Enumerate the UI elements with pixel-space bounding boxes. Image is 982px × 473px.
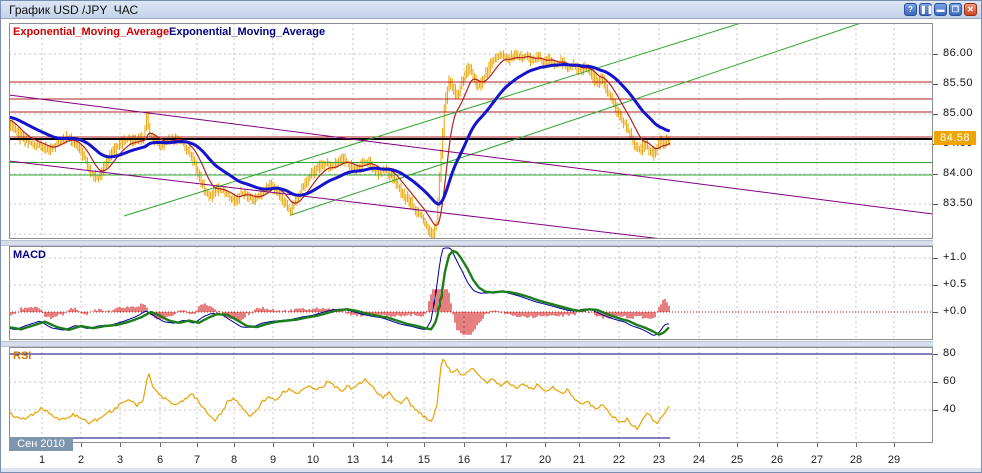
axis-label: +0.0 [943, 305, 967, 317]
time-tick [894, 443, 895, 447]
axis-tick [933, 258, 938, 259]
time-label: 21 [573, 454, 585, 466]
time-label: 16 [458, 454, 470, 466]
time-label: 28 [850, 454, 862, 466]
time-tick [579, 443, 580, 447]
time-tick [353, 443, 354, 447]
window-button-help[interactable]: ? [904, 3, 917, 16]
time-tick [160, 443, 161, 447]
window-button-pause[interactable]: ❚❚ [919, 3, 932, 16]
time-label: 2 [78, 454, 84, 466]
time-tick [699, 443, 700, 447]
time-label: 14 [381, 454, 393, 466]
axis-label: +1.0 [943, 251, 967, 263]
window-title: График USD /JPY ЧАС [1, 3, 138, 17]
axis-tick [933, 382, 938, 383]
time-label: 24 [693, 454, 705, 466]
time-tick [506, 443, 507, 447]
time-tick [313, 443, 314, 447]
axis-tick [933, 312, 938, 313]
time-label: 17 [500, 454, 512, 466]
current-price-badge: 84.58 [934, 131, 976, 145]
time-tick [234, 443, 235, 447]
axis-label: 80 [943, 347, 956, 359]
ema-slow-label: Exponential_Moving_Average [169, 26, 325, 38]
time-tick [273, 443, 274, 447]
time-label: 25 [731, 454, 743, 466]
time-label: 6 [157, 454, 163, 466]
axis-label: 60 [943, 375, 956, 387]
axis-tick [933, 285, 938, 286]
time-tick [856, 443, 857, 447]
chart-window: График USD /JPY ЧАС ?❚❚▬❐✕ Exponential_M… [0, 0, 982, 473]
time-tick [777, 443, 778, 447]
time-label: 26 [771, 454, 783, 466]
macd-panel[interactable] [9, 246, 933, 340]
time-tick [197, 443, 198, 447]
window-titlebar[interactable]: График USD /JPY ЧАС ?❚❚▬❐✕ [1, 1, 981, 19]
axis-tick [933, 114, 938, 115]
time-tick [464, 443, 465, 447]
window-button-restore[interactable]: ❐ [949, 3, 962, 16]
axis-tick [933, 204, 938, 205]
time-tick [120, 443, 121, 447]
time-tick [619, 443, 620, 447]
axis-tick [933, 174, 938, 175]
axis-label: +0.5 [943, 278, 967, 290]
time-label: 27 [811, 454, 823, 466]
price-scale-axis[interactable]: 86.0085.5085.0084.5084.0083.50+1.0+0.5+0… [933, 19, 982, 443]
axis-tick [933, 354, 938, 355]
axis-tick [933, 54, 938, 55]
month-badge: Сен 2010 [9, 437, 73, 451]
axis-label: 85.00 [943, 107, 973, 119]
axis-label: 86.00 [943, 47, 973, 59]
window-bottom-edge [1, 468, 982, 473]
rsi-label: RSI [13, 350, 31, 362]
time-label: 22 [613, 454, 625, 466]
window-button-minimize[interactable]: ▬ [934, 3, 947, 16]
time-label: 13 [347, 454, 359, 466]
rsi-panel[interactable] [9, 347, 933, 443]
time-tick [737, 443, 738, 447]
time-label: 8 [231, 454, 237, 466]
axis-label: 85.50 [943, 77, 973, 89]
time-label: 7 [194, 454, 200, 466]
macd-label: MACD [13, 249, 46, 261]
time-tick [817, 443, 818, 447]
time-label: 23 [653, 454, 665, 466]
axis-label: 83.50 [943, 197, 973, 209]
time-label: 15 [418, 454, 430, 466]
ema-fast-label: Exponential_Moving_Average [13, 26, 169, 38]
axis-tick [933, 84, 938, 85]
time-tick [81, 443, 82, 447]
axis-tick [933, 410, 938, 411]
time-label: 20 [539, 454, 551, 466]
time-tick [424, 443, 425, 447]
time-label: 9 [270, 454, 276, 466]
axis-label: 40 [943, 403, 956, 415]
window-button-close[interactable]: ✕ [964, 3, 977, 16]
price-chart-panel[interactable] [9, 23, 933, 239]
time-label: 10 [307, 454, 319, 466]
window-buttons: ?❚❚▬❐✕ [904, 3, 977, 16]
time-label: 3 [117, 454, 123, 466]
axis-label: 84.00 [943, 167, 973, 179]
time-tick [659, 443, 660, 447]
time-tick [545, 443, 546, 447]
time-tick [387, 443, 388, 447]
time-label: 1 [39, 454, 45, 466]
time-label: 29 [888, 454, 900, 466]
